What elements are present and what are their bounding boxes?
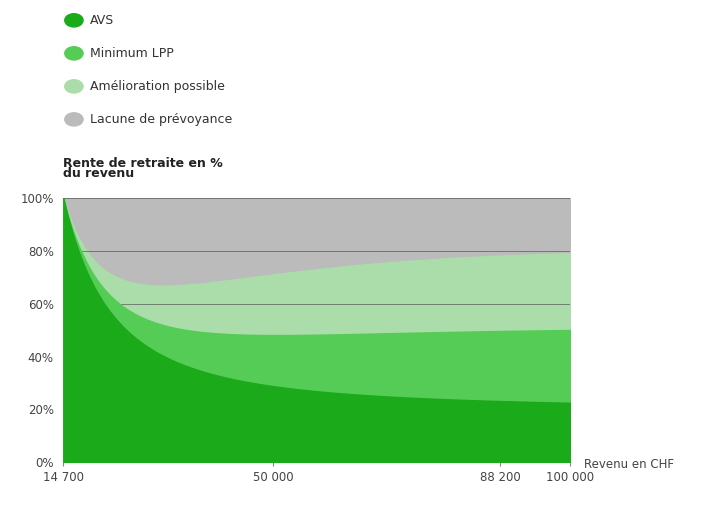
Text: Revenu en CHF: Revenu en CHF	[584, 458, 674, 471]
Text: Rente de retraite en %: Rente de retraite en %	[63, 157, 223, 170]
Text: AVS: AVS	[90, 14, 114, 27]
Text: Minimum LPP: Minimum LPP	[90, 47, 174, 60]
Text: Amélioration possible: Amélioration possible	[90, 80, 225, 93]
Text: Lacune de prévoyance: Lacune de prévoyance	[90, 113, 232, 126]
Text: du revenu: du revenu	[63, 167, 134, 180]
